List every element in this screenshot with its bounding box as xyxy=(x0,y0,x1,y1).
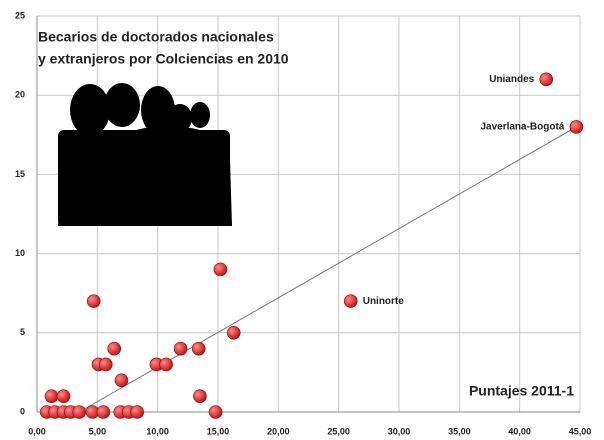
x-tick-label: 45,00 xyxy=(569,426,592,436)
point xyxy=(343,294,358,308)
x-tick-label: 35,00 xyxy=(448,426,471,436)
y-tick-label: 0 xyxy=(20,406,25,416)
point xyxy=(159,357,173,372)
y-tick-label: 15 xyxy=(15,169,25,179)
point xyxy=(56,389,71,403)
x-tick-label: 0,00 xyxy=(28,426,46,436)
point xyxy=(539,72,554,87)
chart-title: y extranjeros por Colciencias en 2010 xyxy=(38,51,289,67)
point xyxy=(208,405,223,419)
point xyxy=(130,405,144,419)
chart-title: Becarios de doctorados nacionales xyxy=(38,29,274,45)
x-tick-label: 5,00 xyxy=(89,426,107,436)
y-tick-label: 10 xyxy=(15,248,25,258)
point xyxy=(86,294,101,308)
point-label: Uninorte xyxy=(363,296,405,307)
x-tick-label: 30,00 xyxy=(388,426,411,436)
y-tick-label: 20 xyxy=(15,90,25,100)
point-label: Javerlana-Bogotá xyxy=(480,122,564,133)
point xyxy=(107,341,122,356)
y-tick-label: 5 xyxy=(20,327,25,337)
y-tick-label: 25 xyxy=(15,10,25,20)
x-tick-label: 10,00 xyxy=(146,426,169,436)
point xyxy=(213,262,228,277)
x-tick-label: 25,00 xyxy=(327,426,350,436)
point xyxy=(96,405,111,419)
point xyxy=(569,120,584,134)
point xyxy=(226,325,241,340)
annotation: Puntajes 2011-1 xyxy=(469,383,574,399)
point xyxy=(193,389,207,403)
x-tick-label: 40,00 xyxy=(508,426,531,436)
point xyxy=(72,405,87,419)
silhouette xyxy=(58,83,232,226)
point xyxy=(173,341,188,356)
point xyxy=(191,341,206,356)
x-tick-label: 20,00 xyxy=(267,426,290,436)
point-label: Uniandes xyxy=(489,74,534,85)
point xyxy=(98,357,113,372)
x-tick-label: 15,00 xyxy=(207,426,230,436)
point xyxy=(44,389,59,403)
point xyxy=(114,373,129,388)
